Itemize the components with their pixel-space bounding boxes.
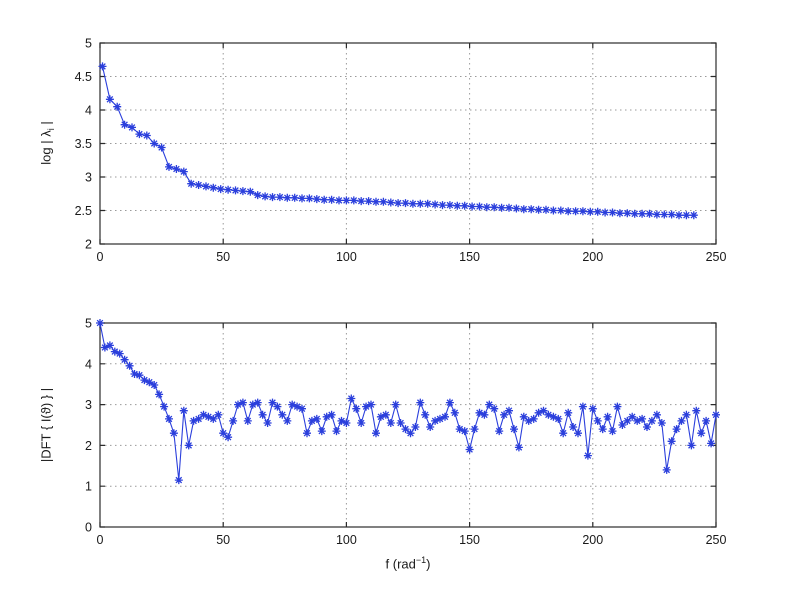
top-plot-y-tick-label: 2.5	[75, 204, 92, 218]
top-plot-series-markers	[98, 62, 698, 220]
top-plot-y-tick-label: 4	[85, 104, 92, 118]
top-plot-x-tick-label: 50	[216, 250, 230, 264]
top-plot-grid	[100, 43, 716, 244]
top-plot-x-tick-label: 150	[459, 250, 480, 264]
bottom-plot-series-markers	[96, 319, 720, 485]
bottom-plot-x-tick-label: 250	[706, 533, 727, 547]
bottom-plot-x-tick-label: 200	[582, 533, 603, 547]
bottom-plot-y-tick-label: 4	[85, 357, 92, 371]
top-plot-ylabel: log | λi |	[38, 121, 57, 165]
bottom-plot-y-tick-label: 2	[85, 439, 92, 453]
bottom-plot-x-tick-label: 0	[97, 533, 104, 547]
xlabel-superscript: −1	[415, 555, 427, 566]
top-plot-y-tick-label: 5	[85, 37, 92, 51]
bottom-plot-x-tick-label: 150	[459, 533, 480, 547]
xlabel-text-end: )	[426, 556, 431, 572]
top-plot-x-tick-label: 100	[336, 250, 357, 264]
top-plot-x-tick-label: 250	[706, 250, 727, 264]
bottom-plot-xlabel: f (rad−1)	[385, 555, 431, 572]
top-plot-y-tick-label: 3	[85, 171, 92, 185]
bottom-plot-y-tick-label: 3	[85, 398, 92, 412]
bottom-plot-y-tick-label: 0	[85, 521, 92, 535]
top-plot-x-tick-label: 200	[582, 250, 603, 264]
bottom-plot-x-tick-label: 50	[216, 533, 230, 547]
top-plot-box	[99, 42, 717, 245]
bottom-plot: 0 50 100 150 200 250 0 1 2 3 4 5	[85, 317, 726, 548]
top-plot-y-tick-label: 4.5	[75, 70, 92, 84]
top-ylabel-text-end: |	[38, 121, 54, 129]
bottom-plot-box	[99, 322, 717, 528]
top-plot-ticks	[99, 42, 717, 245]
top-plot: 0 50 100 150 200 250 2 2.5 3 3.5 4 4.5 5	[75, 37, 727, 265]
bottom-plot-y-tick-label: 1	[85, 480, 92, 494]
top-ylabel-text: log | λ	[38, 130, 54, 165]
xlabel-text: f (rad	[385, 556, 416, 572]
top-plot-x-tick-label: 0	[97, 250, 104, 264]
bottom-plot-ylabel: |DFT { I(ϑ) } |	[39, 388, 54, 462]
top-plot-y-tick-label: 3.5	[75, 137, 92, 151]
bottom-plot-series-line	[99, 322, 717, 481]
bottom-plot-y-tick-label: 5	[85, 317, 92, 331]
top-plot-series-line	[101, 66, 694, 216]
bottom-plot-x-tick-label: 100	[336, 533, 357, 547]
bottom-ylabel-text: |DFT { I(ϑ) } |	[38, 387, 54, 463]
top-plot-y-tick-label: 2	[85, 238, 92, 252]
